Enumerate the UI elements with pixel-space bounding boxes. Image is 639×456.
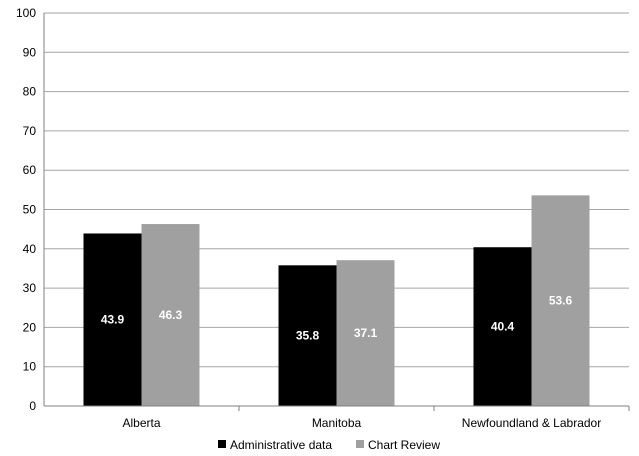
y-tick-label: 100 [16, 6, 36, 20]
x-category-label: Newfoundland & Labrador [462, 416, 601, 430]
y-tick-label: 20 [23, 320, 37, 334]
bar-chart-review [531, 195, 590, 406]
y-tick-label: 90 [23, 45, 37, 59]
y-tick-label: 70 [23, 124, 37, 138]
y-tick-label: 50 [23, 203, 37, 217]
y-tick-label: 0 [29, 399, 36, 413]
x-category-label: Manitoba [312, 416, 362, 430]
data-label: 46.3 [159, 308, 183, 322]
y-tick-label: 40 [23, 242, 37, 256]
x-category-label: Alberta [122, 416, 160, 430]
y-tick-label: 60 [23, 163, 37, 177]
data-label: 43.9 [101, 313, 125, 327]
legend-label: Chart Review [368, 438, 440, 452]
data-label: 40.4 [491, 320, 515, 334]
data-label: 35.8 [296, 329, 320, 343]
bar-administrative-data [83, 233, 142, 406]
data-label: 37.1 [354, 326, 378, 340]
bar-administrative-data [473, 247, 532, 406]
data-labels: 43.9 46.3 35.8 37.1 40.4 53.6 [101, 294, 573, 343]
legend: Administrative data Chart Review [218, 438, 440, 452]
data-label: 53.6 [549, 294, 573, 308]
y-tick-label: 80 [23, 85, 37, 99]
bar-administrative-data [278, 265, 337, 406]
legend-swatch [218, 440, 226, 448]
bar-chart-review [336, 260, 395, 406]
legend-label: Administrative data [230, 438, 332, 452]
bars [83, 195, 590, 406]
y-axis-tick-labels: 0 10 20 30 40 50 60 70 80 90 100 [16, 6, 36, 413]
y-tick-label: 30 [23, 281, 37, 295]
bar-chart-review [141, 224, 200, 406]
y-tick-label: 10 [23, 360, 37, 374]
x-axis: Alberta Manitoba Newfoundland & Labrador [43, 13, 630, 430]
legend-swatch [356, 440, 364, 448]
